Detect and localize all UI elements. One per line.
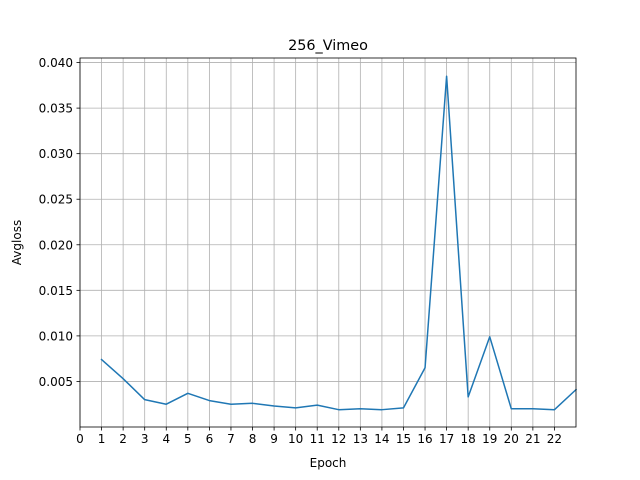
x-tick-label: 11	[310, 432, 325, 446]
x-tick-label: 3	[141, 432, 149, 446]
x-axis-title: Epoch	[310, 456, 347, 470]
y-tick-label: 0.020	[39, 238, 73, 252]
x-tick-label: 13	[353, 432, 368, 446]
x-tick-label: 0	[76, 432, 84, 446]
x-tick-label: 6	[206, 432, 214, 446]
x-tick-label: 21	[525, 432, 540, 446]
x-tick-label: 10	[288, 432, 303, 446]
x-axis-ticks: 0 1 2 3 4 5 6 7 8 9 10 11 12 13 14 15 16 17 18 19 20 21 22	[76, 427, 562, 446]
x-tick-label: 5	[184, 432, 192, 446]
y-tick-label: 0.015	[39, 284, 73, 298]
y-tick-label: 0.025	[39, 193, 73, 207]
y-tick-label: 0.035	[39, 102, 73, 116]
plot-frame	[79, 57, 577, 428]
x-tick-label: 9	[270, 432, 278, 446]
series-layer	[100, 75, 578, 411]
y-tick-label: 0.005	[39, 375, 73, 389]
y-axis-title: Avgloss	[10, 220, 24, 265]
plot-area	[80, 58, 576, 427]
x-tick-label: 2	[119, 432, 127, 446]
y-axis-ticks: 0.005 0.010 0.015 0.020 0.025 0.030 0.035 0.040	[39, 56, 80, 389]
y-tick-label: 0.040	[39, 56, 73, 70]
y-tick-label: 0.030	[39, 147, 73, 161]
x-tick-label: 16	[417, 432, 432, 446]
y-tick-label: 0.010	[39, 329, 73, 343]
chart-title: 256_Vimeo	[288, 38, 368, 54]
grid-lines	[79, 58, 576, 427]
x-tick-label: 4	[162, 432, 170, 446]
x-tick-label: 12	[331, 432, 346, 446]
x-tick-label: 14	[374, 432, 389, 446]
x-tick-label: 22	[547, 432, 562, 446]
x-tick-label: 20	[504, 432, 519, 446]
x-tick-label: 1	[98, 432, 106, 446]
x-tick-label: 8	[249, 432, 257, 446]
x-tick-label: 15	[396, 432, 411, 446]
x-tick-label: 19	[482, 432, 497, 446]
series-line	[100, 75, 578, 411]
x-tick-label: 7	[227, 432, 235, 446]
x-tick-label: 17	[439, 432, 454, 446]
x-tick-label: 18	[461, 432, 476, 446]
